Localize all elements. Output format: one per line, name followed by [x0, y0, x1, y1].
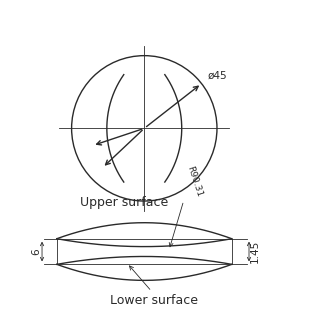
Text: R90.31: R90.31 [185, 165, 204, 198]
Text: 1.45: 1.45 [250, 240, 260, 263]
Text: 6: 6 [31, 248, 41, 255]
Text: Lower surface: Lower surface [110, 294, 198, 307]
Text: ø45: ø45 [208, 71, 227, 81]
Text: Upper surface: Upper surface [80, 196, 169, 209]
